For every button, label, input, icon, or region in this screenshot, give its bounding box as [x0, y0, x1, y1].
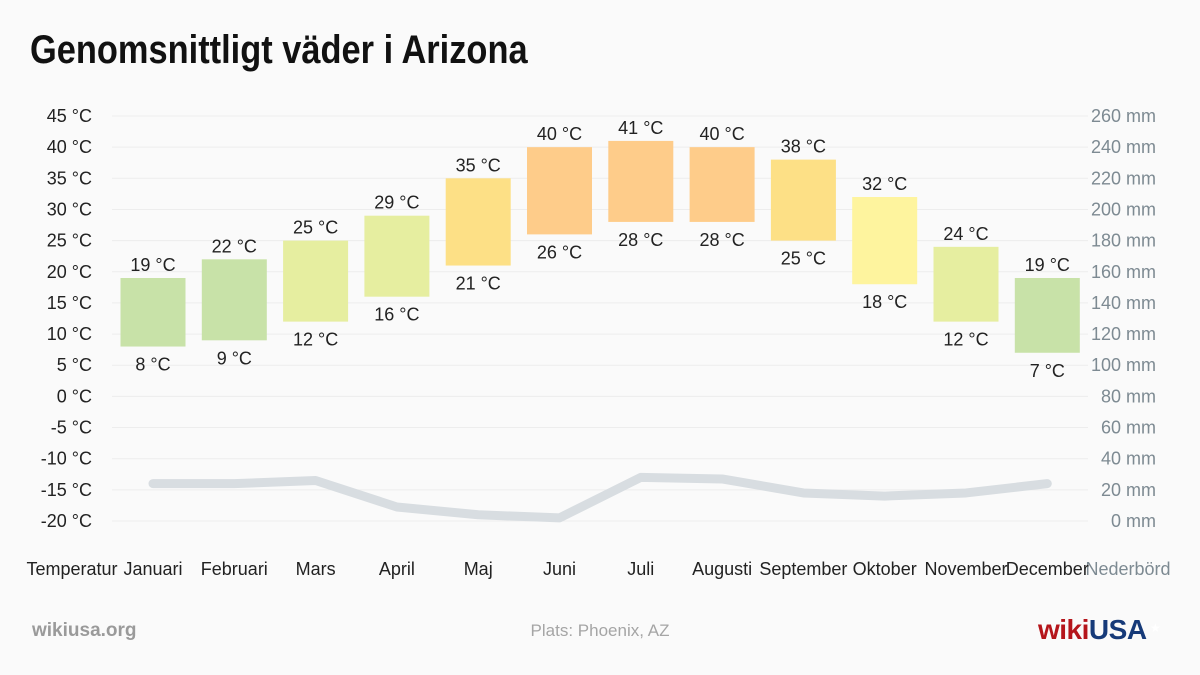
- month-label: September: [759, 559, 847, 579]
- temperature-data-labels: 19 °C 8 °C 22 °C 9 °C 25 °C 12 °C 29 °C 16 °C 35…: [130, 118, 1070, 381]
- month-label: Oktober: [853, 559, 917, 579]
- max-temp-label: 25 °C: [293, 218, 338, 238]
- precipitation-axis-title: Nederbörd: [1085, 559, 1170, 579]
- temperature-tick-label: 25 °C: [47, 231, 92, 251]
- month-label: Februari: [201, 559, 268, 579]
- temperature-tick-label: 15 °C: [47, 293, 92, 313]
- precipitation-tick-label: 40 mm: [1101, 449, 1156, 469]
- temperature-bar: [283, 240, 349, 322]
- star-icon: ★: [1150, 621, 1161, 635]
- location-caption: Plats: Phoenix, AZ: [530, 621, 670, 640]
- month-label: Januari: [123, 559, 182, 579]
- temperature-axis-title: Temperatur: [26, 559, 117, 579]
- month-axis: Temperatur Nederbörd Januari Februari Mars…: [26, 559, 1170, 579]
- temperature-tick-label: -10 °C: [41, 449, 92, 469]
- max-temp-label: 32 °C: [862, 174, 907, 194]
- temperature-tick-label: 35 °C: [47, 168, 92, 188]
- temperature-tick-label: -15 °C: [41, 480, 92, 500]
- month-label: Augusti: [692, 559, 752, 579]
- temperature-bar: [364, 215, 430, 297]
- month-label: December: [1006, 559, 1089, 579]
- precipitation-tick-label: 160 mm: [1091, 262, 1156, 282]
- temperature-series: [120, 140, 1080, 353]
- max-temp-label: 41 °C: [618, 118, 663, 138]
- month-label: Maj: [464, 559, 493, 579]
- temperature-tick-label: 45 °C: [47, 106, 92, 126]
- max-temp-label: 40 °C: [537, 124, 582, 144]
- min-temp-label: 26 °C: [537, 242, 582, 262]
- temperature-bar: [1014, 278, 1080, 353]
- precipitation-series: [148, 472, 1052, 523]
- temperature-bar: [770, 159, 836, 241]
- max-temp-label: 19 °C: [130, 255, 175, 275]
- min-temp-label: 7 °C: [1030, 361, 1065, 381]
- precipitation-tick-label: 240 mm: [1091, 137, 1156, 157]
- temperature-tick-label: 5 °C: [57, 355, 92, 375]
- temperature-bar: [201, 259, 267, 341]
- temperature-bar: [120, 278, 186, 347]
- brand-logo-wiki: wiki: [1038, 614, 1089, 645]
- month-label: April: [379, 559, 415, 579]
- temperature-tick-label: 0 °C: [57, 386, 92, 406]
- temperature-axis: 45 °C 40 °C 35 °C 30 °C 25 °C 20 °C 15 °C 10 °C…: [41, 106, 92, 531]
- precipitation-tick-label: 140 mm: [1091, 293, 1156, 313]
- temperature-bar: [608, 140, 674, 222]
- min-temp-label: 21 °C: [456, 274, 501, 294]
- precipitation-axis: 260 mm 240 mm 220 mm 200 mm 180 mm 160 mm 140 …: [1091, 106, 1156, 531]
- temperature-bar: [445, 178, 511, 266]
- site-url[interactable]: wikiusa.org: [32, 620, 137, 641]
- max-temp-label: 24 °C: [943, 224, 988, 244]
- month-label: November: [924, 559, 1007, 579]
- temperature-bar: [527, 147, 592, 235]
- temperature-tick-label: 20 °C: [47, 262, 92, 282]
- min-temp-label: 18 °C: [862, 292, 907, 312]
- temperature-tick-label: -5 °C: [51, 418, 92, 438]
- temperature-tick-label: 30 °C: [47, 199, 92, 219]
- min-temp-label: 8 °C: [135, 355, 170, 375]
- max-temp-label: 40 °C: [699, 124, 744, 144]
- page-title: Genomsnittligt väder i Arizona: [30, 28, 528, 72]
- temperature-tick-label: -20 °C: [41, 511, 92, 531]
- min-temp-label: 25 °C: [781, 249, 826, 269]
- min-temp-label: 12 °C: [943, 330, 988, 350]
- precipitation-tick-label: 80 mm: [1101, 386, 1156, 406]
- min-temp-label: 16 °C: [374, 305, 419, 325]
- temperature-tick-label: 10 °C: [47, 324, 92, 344]
- precipitation-tick-label: 120 mm: [1091, 324, 1156, 344]
- temperature-bar: [689, 147, 755, 222]
- max-temp-label: 29 °C: [374, 193, 419, 213]
- min-temp-label: 9 °C: [217, 348, 252, 368]
- grid-lines: [112, 115, 1088, 522]
- precipitation-tick-label: 0 mm: [1111, 511, 1156, 531]
- brand-logo[interactable]: wikiUSA: [1038, 614, 1147, 646]
- temperature-tick-label: 40 °C: [47, 137, 92, 157]
- month-label: Mars: [296, 559, 336, 579]
- precipitation-tick-label: 220 mm: [1091, 168, 1156, 188]
- precipitation-line: [148, 472, 1052, 523]
- min-temp-label: 28 °C: [618, 230, 663, 250]
- precipitation-tick-label: 200 mm: [1091, 199, 1156, 219]
- brand-logo-usa: USA: [1088, 614, 1147, 645]
- temperature-bar: [933, 246, 999, 322]
- max-temp-label: 19 °C: [1025, 255, 1070, 275]
- precipitation-tick-label: 260 mm: [1091, 106, 1156, 126]
- precipitation-tick-label: 180 mm: [1091, 231, 1156, 251]
- precipitation-tick-label: 20 mm: [1101, 480, 1156, 500]
- min-temp-label: 28 °C: [699, 230, 744, 250]
- min-temp-label: 12 °C: [293, 330, 338, 350]
- temperature-bar: [852, 197, 918, 285]
- max-temp-label: 22 °C: [212, 236, 257, 256]
- max-temp-label: 35 °C: [456, 155, 501, 175]
- precipitation-tick-label: 60 mm: [1101, 418, 1156, 438]
- month-label: Juni: [543, 559, 576, 579]
- max-temp-label: 38 °C: [781, 137, 826, 157]
- precipitation-tick-label: 100 mm: [1091, 355, 1156, 375]
- month-label: Juli: [627, 559, 654, 579]
